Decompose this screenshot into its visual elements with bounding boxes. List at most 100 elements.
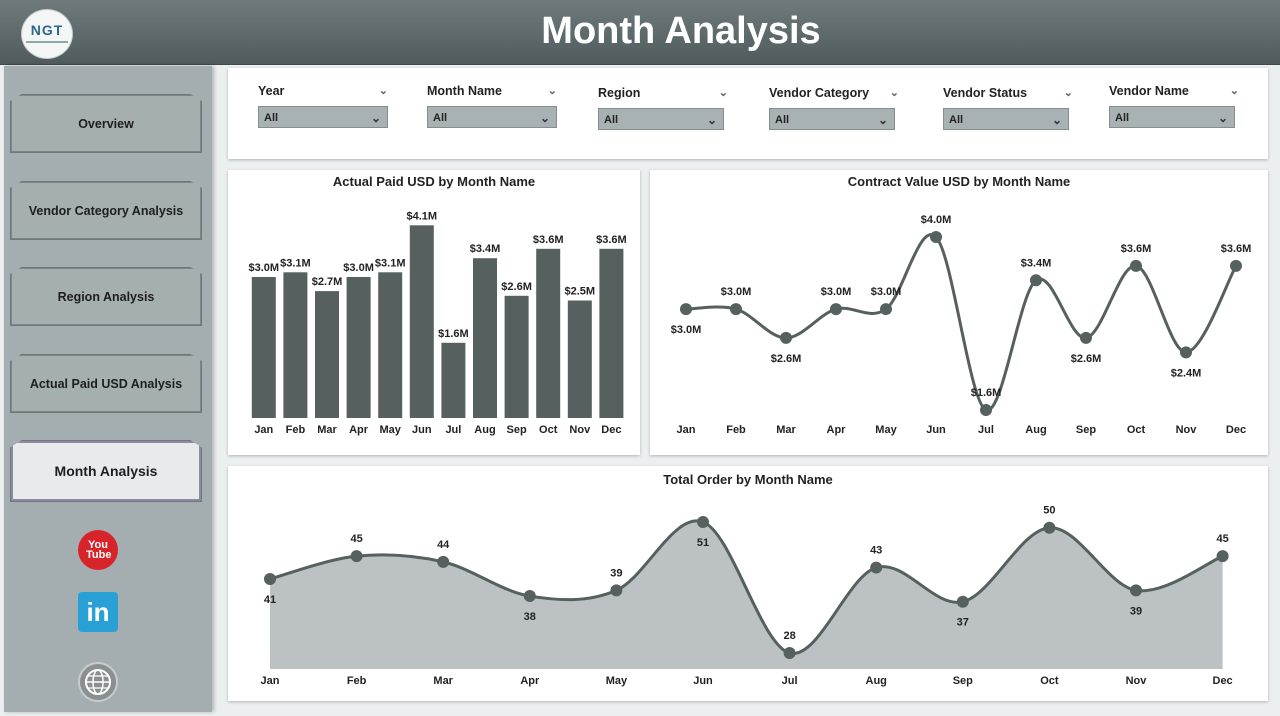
filter-month-name-select[interactable]: All ⌄ bbox=[427, 106, 557, 128]
x-tick-label: Aug bbox=[474, 424, 495, 436]
x-tick-label: Jan bbox=[254, 424, 273, 436]
bar-data-label: $3.1M bbox=[280, 257, 311, 269]
total-order-chart-panel: Total Order by Month Name 41 Jan 45 Feb 44 Ma… bbox=[228, 466, 1268, 701]
x-tick-label: Feb bbox=[286, 424, 306, 436]
bar-dec bbox=[599, 248, 624, 418]
point-data-label: $3.6M bbox=[1221, 243, 1252, 255]
bar-data-label: $3.4M bbox=[470, 243, 501, 255]
nav-overview-button[interactable]: Overview bbox=[10, 94, 202, 153]
bar-apr bbox=[346, 277, 371, 418]
bar-nov bbox=[567, 300, 592, 418]
point-data-label: 41 bbox=[264, 594, 276, 606]
filter-year: Year ⌄ All ⌄ bbox=[258, 84, 388, 128]
filter-vendor-category-select[interactable]: All ⌄ bbox=[769, 108, 895, 130]
data-point-jun bbox=[930, 231, 942, 243]
data-point-dec bbox=[1216, 550, 1229, 563]
bar-data-label: $3.6M bbox=[533, 234, 564, 246]
data-point-nov bbox=[1180, 346, 1192, 359]
point-data-label: 38 bbox=[524, 611, 536, 623]
data-point-may bbox=[610, 584, 623, 597]
x-tick-label: Mar bbox=[317, 424, 337, 436]
point-data-label: 28 bbox=[783, 630, 795, 642]
chevron-down-icon[interactable]: ⌄ bbox=[378, 85, 388, 97]
total-order-chart-title: Total Order by Month Name bbox=[663, 472, 833, 487]
bar-data-label: $2.5M bbox=[565, 286, 596, 298]
data-point-jul bbox=[783, 647, 796, 659]
x-tick-label: Nov bbox=[569, 424, 591, 436]
data-point-apr bbox=[830, 303, 842, 316]
bar-jan bbox=[251, 277, 276, 418]
filter-vendor-status-select[interactable]: All ⌄ bbox=[943, 108, 1069, 130]
x-tick-label: Dec bbox=[1226, 424, 1246, 436]
dropdown-arrow-icon: ⌄ bbox=[1051, 113, 1062, 127]
filter-vendor-name-select[interactable]: All ⌄ bbox=[1109, 106, 1235, 128]
x-tick-label: Sep bbox=[953, 675, 973, 687]
bar-aug bbox=[473, 258, 497, 418]
chevron-down-icon[interactable]: ⌄ bbox=[1063, 87, 1073, 99]
nav-actual-paid-usd-analysis-button[interactable]: Actual Paid USD Analysis bbox=[10, 354, 202, 413]
youtube-icon[interactable]: You Tube bbox=[78, 530, 118, 570]
globe-icon bbox=[85, 669, 111, 695]
point-data-label: 39 bbox=[610, 567, 622, 579]
dropdown-arrow-icon: ⌄ bbox=[1217, 111, 1228, 125]
total-order-area-fill bbox=[270, 520, 1223, 669]
company-logo[interactable]: NGT bbox=[21, 9, 73, 59]
bar-data-label: $3.1M bbox=[375, 257, 406, 269]
x-tick-label: Aug bbox=[866, 675, 887, 687]
data-point-mar bbox=[780, 331, 792, 344]
dropdown-arrow-icon: ⌄ bbox=[370, 111, 381, 125]
filter-region-value: All bbox=[604, 114, 619, 126]
linkedin-icon-label: in bbox=[86, 596, 110, 627]
data-point-jan bbox=[680, 303, 692, 316]
point-data-label: $1.6M bbox=[971, 387, 1002, 399]
linkedin-icon[interactable]: in bbox=[78, 592, 118, 632]
filter-panel: Year ⌄ All ⌄ Month Name ⌄ All ⌄ Region ⌄ All ⌄… bbox=[228, 68, 1268, 159]
data-point-may bbox=[880, 303, 892, 316]
contract-value-chart-title: Contract Value USD by Month Name bbox=[847, 174, 1071, 189]
x-tick-label: Apr bbox=[520, 675, 540, 687]
sidebar: Overview Vendor Category Analysis Region… bbox=[4, 66, 212, 712]
filter-region-select[interactable]: All ⌄ bbox=[598, 108, 724, 130]
chevron-down-icon[interactable]: ⌄ bbox=[547, 85, 557, 97]
data-point-oct bbox=[1043, 521, 1056, 534]
nav-region-analysis-button[interactable]: Region Analysis bbox=[10, 267, 202, 326]
point-data-label: 37 bbox=[957, 617, 969, 629]
point-data-label: $3.0M bbox=[721, 286, 752, 298]
x-tick-label: Nov bbox=[1176, 424, 1198, 436]
nav-month-analysis-button[interactable]: Month Analysis bbox=[10, 440, 202, 502]
x-tick-label: Jun bbox=[926, 424, 946, 436]
point-data-label: $3.0M bbox=[871, 286, 902, 298]
x-tick-label: Jun bbox=[693, 675, 713, 687]
x-tick-label: Aug bbox=[1025, 424, 1046, 436]
website-globe-icon[interactable] bbox=[78, 662, 118, 702]
chevron-down-icon[interactable]: ⌄ bbox=[1229, 85, 1239, 97]
data-point-nov bbox=[1130, 584, 1142, 597]
x-tick-label: Feb bbox=[347, 675, 367, 687]
filter-vendor-status: Vendor Status ⌄ All ⌄ bbox=[943, 86, 1073, 130]
filter-region: Region ⌄ All ⌄ bbox=[598, 86, 728, 130]
x-tick-label: Jul bbox=[978, 424, 994, 436]
contract-value-line-chart: $3.0M Jan $3.0M Feb $2.6M Mar $3.0M Apr $3.0M May… bbox=[671, 214, 1252, 436]
chevron-down-icon[interactable]: ⌄ bbox=[889, 87, 899, 99]
point-data-label: 45 bbox=[1216, 533, 1228, 545]
filter-vendor-name: Vendor Name ⌄ All ⌄ bbox=[1109, 84, 1239, 128]
filter-vendor-status-value: All bbox=[949, 114, 964, 126]
filter-vendor-name-label: Vendor Name bbox=[1109, 84, 1189, 98]
filter-vendor-category-label: Vendor Category bbox=[769, 86, 870, 100]
nav-vendor-category-analysis-button[interactable]: Vendor Category Analysis bbox=[10, 181, 202, 240]
data-point-mar bbox=[437, 555, 450, 568]
x-tick-label: Dec bbox=[601, 424, 621, 436]
data-point-jan bbox=[264, 572, 276, 585]
filter-year-select[interactable]: All ⌄ bbox=[258, 106, 388, 128]
chevron-down-icon[interactable]: ⌄ bbox=[718, 87, 728, 99]
x-tick-label: May bbox=[379, 424, 401, 436]
point-data-label: $2.4M bbox=[1171, 367, 1202, 379]
bar-data-label: $3.0M bbox=[343, 262, 374, 274]
bar-sep bbox=[504, 295, 529, 418]
page-title: Month Analysis bbox=[541, 10, 821, 52]
x-tick-label: Jan bbox=[261, 675, 280, 687]
data-point-apr bbox=[523, 590, 536, 603]
filter-month-name-label: Month Name bbox=[427, 84, 502, 98]
bar-oct bbox=[536, 248, 561, 418]
x-tick-label: May bbox=[606, 675, 628, 687]
